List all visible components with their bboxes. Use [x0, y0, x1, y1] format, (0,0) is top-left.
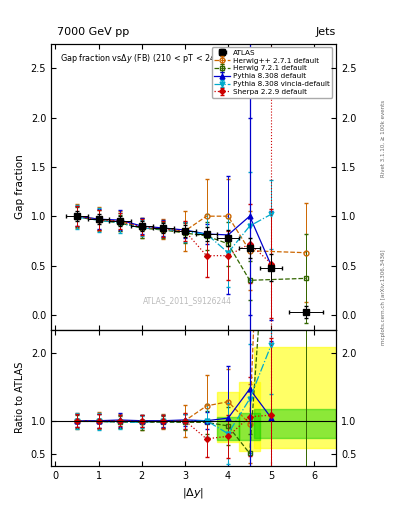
Text: ATLAS_2011_S9126244: ATLAS_2011_S9126244 — [143, 296, 232, 306]
Legend: ATLAS, Herwig++ 2.7.1 default, Herwig 7.2.1 default, Pythia 8.308 default, Pythi: ATLAS, Herwig++ 2.7.1 default, Herwig 7.… — [212, 47, 332, 98]
Bar — [254, 409, 336, 438]
X-axis label: |$\Delta y$|: |$\Delta y$| — [182, 486, 205, 500]
Bar — [254, 347, 336, 447]
Text: 7000 GeV pp: 7000 GeV pp — [57, 27, 129, 37]
Y-axis label: Gap fraction: Gap fraction — [15, 154, 25, 219]
Text: Rivet 3.1.10, ≥ 100k events: Rivet 3.1.10, ≥ 100k events — [381, 100, 386, 177]
Bar — [239, 381, 261, 451]
Text: Gap fraction vs$\Delta y$ (FB) (210 < pT < 240 (Q0 =$\overline{\rm p}$T)): Gap fraction vs$\Delta y$ (FB) (210 < pT… — [60, 52, 263, 65]
Bar — [239, 413, 261, 440]
Bar — [217, 392, 239, 442]
Text: mcplots.cern.ch [arXiv:1306.3436]: mcplots.cern.ch [arXiv:1306.3436] — [381, 249, 386, 345]
Bar — [217, 417, 239, 440]
Text: Jets: Jets — [316, 27, 336, 37]
Y-axis label: Ratio to ATLAS: Ratio to ATLAS — [15, 362, 25, 434]
